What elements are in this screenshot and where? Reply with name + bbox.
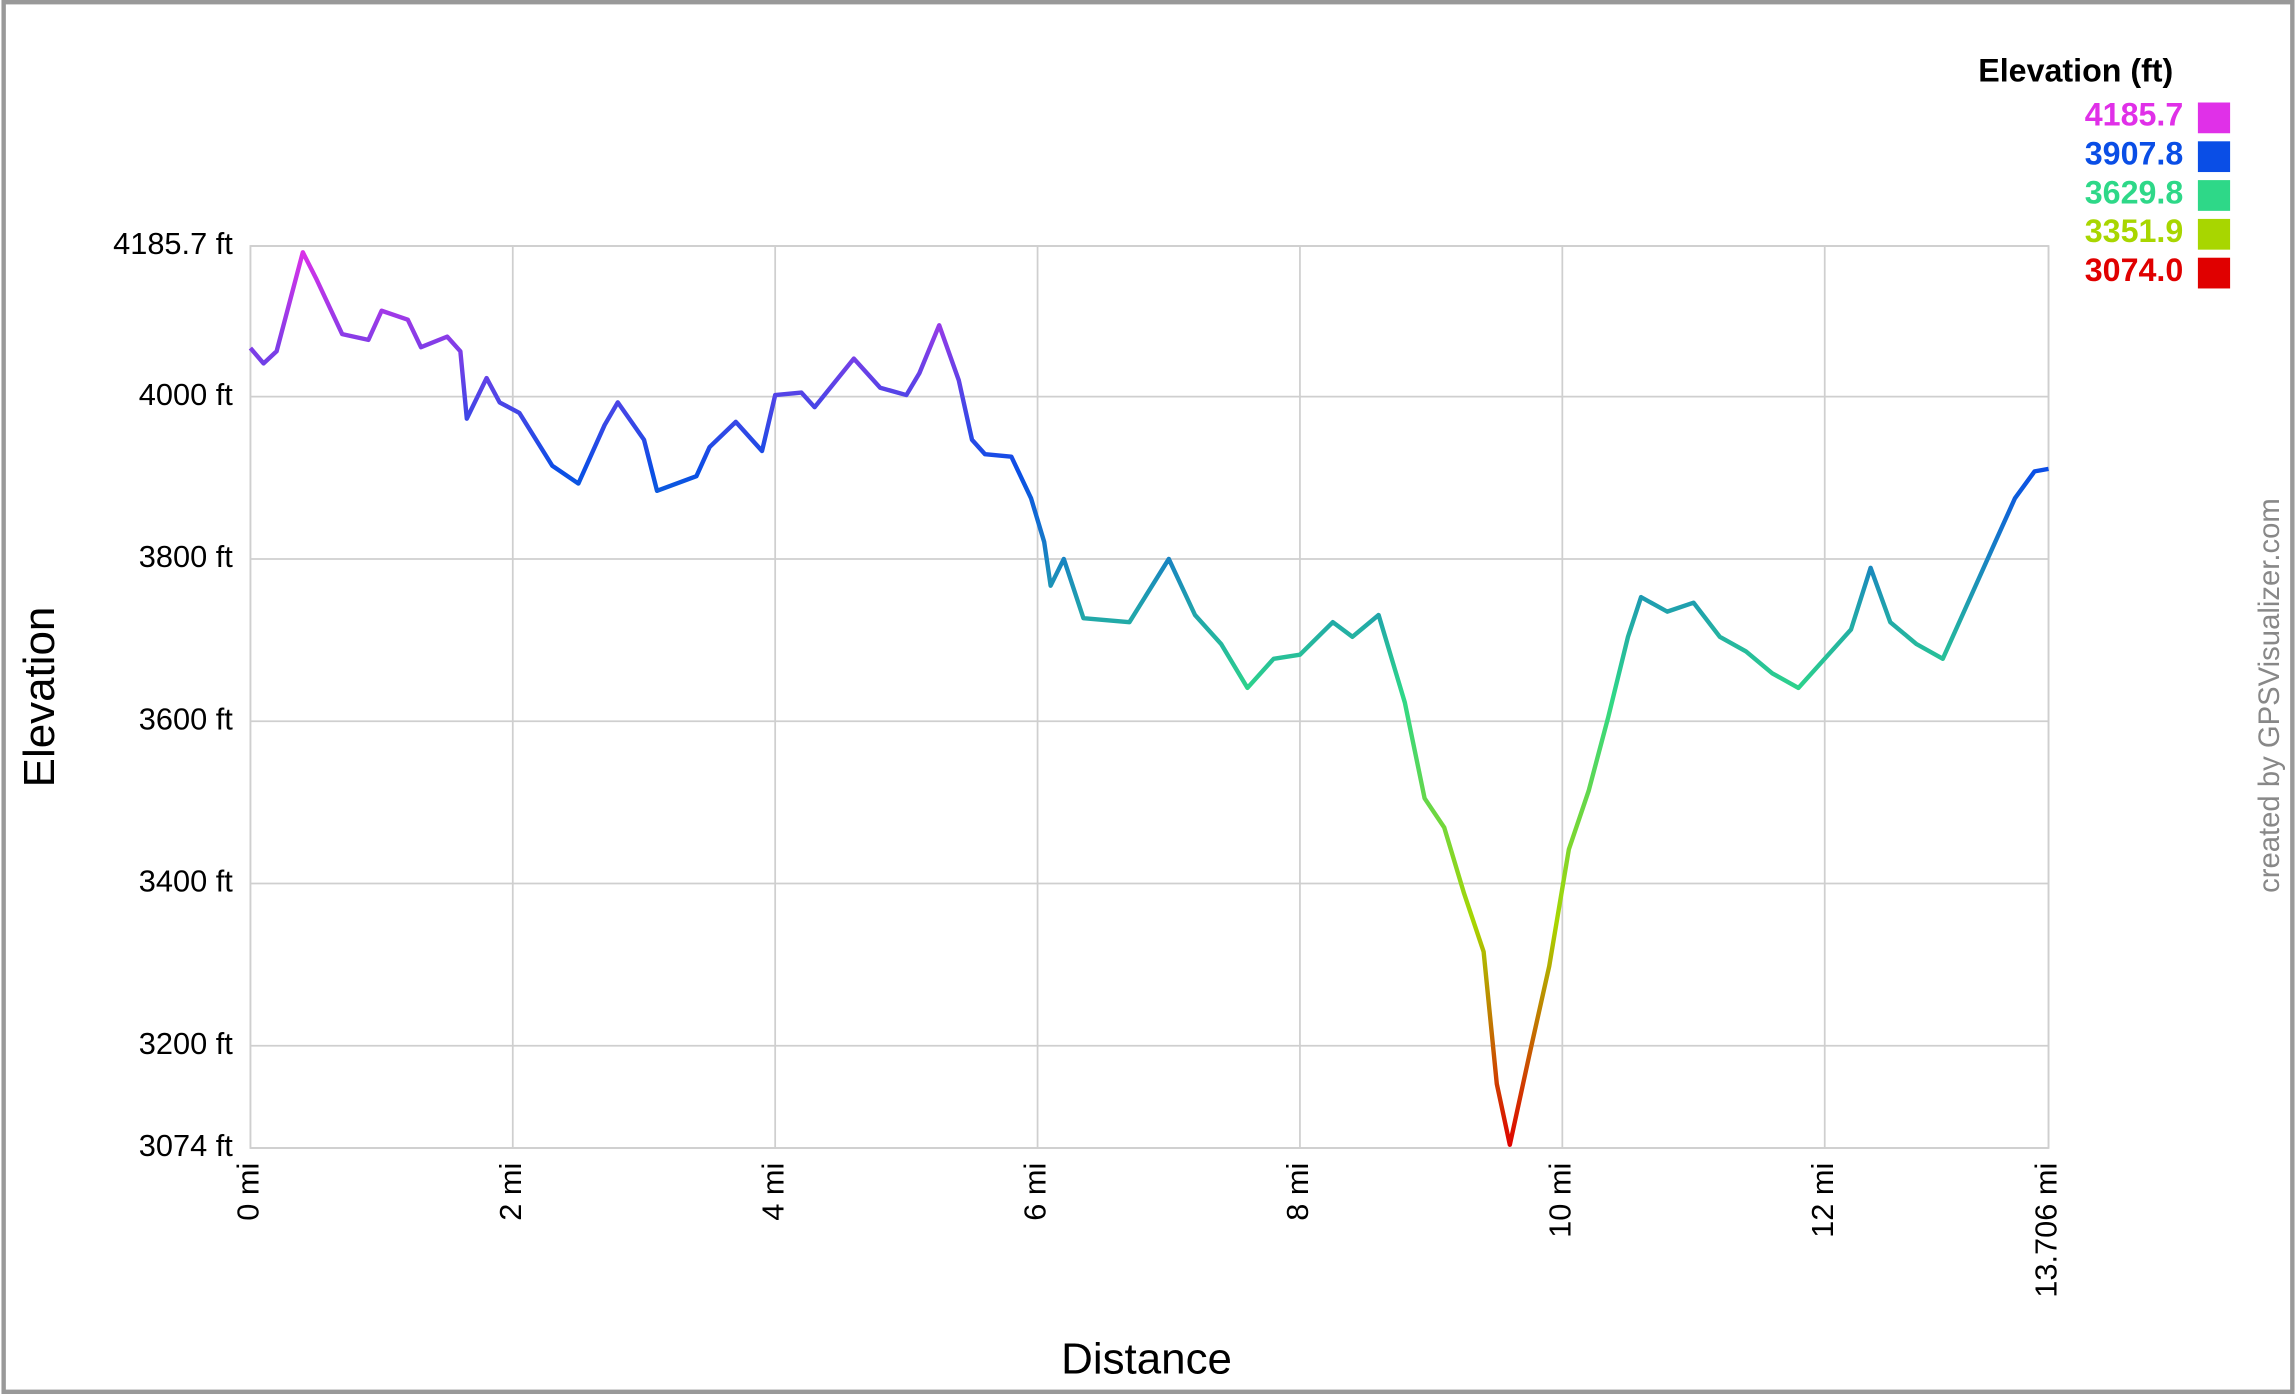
legend-label: 3074.0 bbox=[2085, 252, 2184, 288]
legend-label: 3629.8 bbox=[2085, 174, 2184, 210]
y-tick-label: 3074 ft bbox=[139, 1128, 233, 1163]
x-tick-label: 0 mi bbox=[231, 1163, 266, 1221]
y-tick-label: 3800 ft bbox=[139, 539, 233, 574]
legend-swatch bbox=[2197, 180, 2231, 211]
legend-swatch bbox=[2197, 218, 2231, 250]
legend-label: 4185.7 bbox=[2085, 97, 2184, 133]
legend-label: 3907.8 bbox=[2085, 135, 2184, 171]
y-axis-title: Elevation bbox=[15, 607, 64, 788]
legend-swatch bbox=[2197, 141, 2231, 173]
x-tick-label: 12 mi bbox=[1805, 1163, 1840, 1238]
x-tick-label: 2 mi bbox=[493, 1163, 528, 1221]
x-tick-label: 13.706 mi bbox=[2029, 1163, 2064, 1298]
legend-title: Elevation (ft) bbox=[1978, 53, 2173, 89]
x-tick-label: 8 mi bbox=[1280, 1163, 1315, 1221]
y-tick-label: 3600 ft bbox=[139, 701, 233, 736]
legend-swatch bbox=[2197, 102, 2231, 134]
y-tick-label: 3400 ft bbox=[139, 864, 233, 899]
legend-swatch bbox=[2197, 257, 2231, 289]
y-tick-label: 4185.7 ft bbox=[113, 226, 233, 261]
x-tick-label: 10 mi bbox=[1542, 1163, 1577, 1238]
x-axis-title: Distance bbox=[1061, 1334, 1232, 1383]
watermark: created by GPSVisualizer.com bbox=[2253, 498, 2286, 893]
y-tick-label: 3200 ft bbox=[139, 1026, 233, 1061]
legend-label: 3351.9 bbox=[2085, 213, 2184, 249]
elevation-line bbox=[248, 250, 2049, 1147]
x-tick-label: 6 mi bbox=[1018, 1163, 1053, 1221]
y-tick-label: 4000 ft bbox=[139, 377, 233, 412]
x-tick-label: 4 mi bbox=[755, 1163, 790, 1221]
